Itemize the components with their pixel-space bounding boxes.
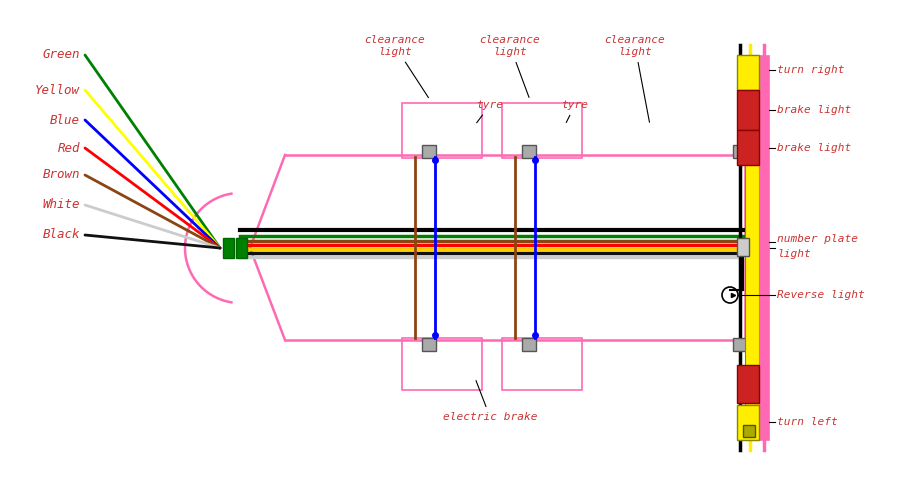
Bar: [737, 405, 759, 440]
Text: electric brake: electric brake: [443, 380, 537, 422]
Text: turn left: turn left: [777, 417, 838, 427]
Bar: [236, 238, 247, 258]
Bar: [737, 90, 759, 130]
Text: number plate: number plate: [777, 234, 858, 244]
Bar: [422, 145, 436, 158]
Bar: [733, 145, 747, 158]
Text: White: White: [43, 198, 80, 211]
Bar: [743, 425, 755, 437]
Bar: [422, 338, 436, 351]
Text: turn right: turn right: [777, 65, 845, 75]
Text: brake light: brake light: [777, 143, 851, 153]
Text: tyre: tyre: [562, 100, 589, 123]
Bar: [737, 365, 759, 403]
Bar: [759, 55, 769, 440]
Bar: [737, 55, 759, 90]
Bar: [502, 338, 582, 390]
Bar: [745, 55, 759, 440]
Text: brake light: brake light: [777, 105, 851, 115]
Bar: [223, 238, 234, 258]
Text: Green: Green: [43, 49, 80, 62]
Text: Reverse light: Reverse light: [777, 290, 865, 300]
Bar: [522, 145, 536, 158]
Text: Yellow: Yellow: [35, 83, 80, 97]
Text: light: light: [777, 249, 810, 259]
Text: Brown: Brown: [43, 169, 80, 182]
Text: clearance
light: clearance light: [480, 35, 541, 97]
Text: clearance
light: clearance light: [365, 35, 429, 98]
Bar: [522, 338, 536, 351]
Text: tyre: tyre: [477, 100, 504, 123]
Text: Blue: Blue: [50, 114, 80, 126]
Text: Red: Red: [57, 141, 80, 154]
Bar: [737, 238, 749, 256]
Bar: [402, 338, 482, 390]
Bar: [402, 103, 482, 158]
Bar: [502, 103, 582, 158]
Bar: [733, 338, 747, 351]
Text: Black: Black: [43, 229, 80, 242]
Bar: [737, 130, 759, 165]
Text: clearance
light: clearance light: [604, 35, 665, 123]
